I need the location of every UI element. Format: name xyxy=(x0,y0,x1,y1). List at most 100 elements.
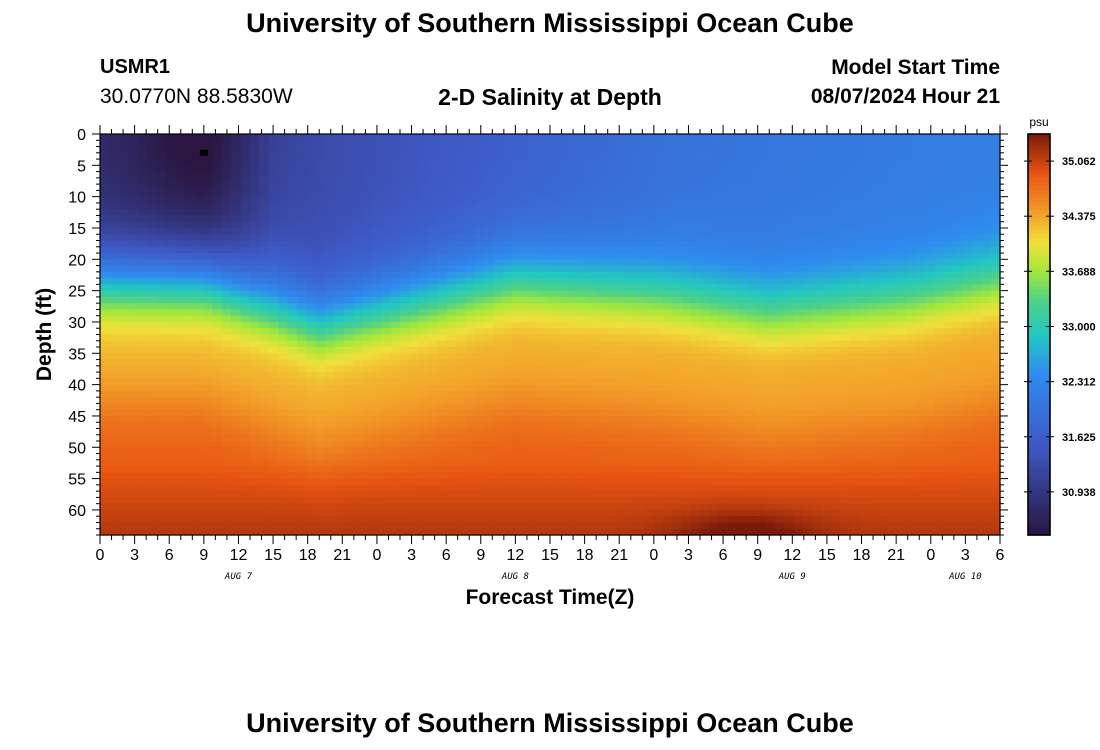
heatmap-cell xyxy=(465,240,476,248)
heatmap-cell xyxy=(700,484,710,492)
heatmap-cell xyxy=(521,415,532,423)
heatmap-cell xyxy=(737,296,748,304)
heatmap-cell xyxy=(287,221,298,229)
heatmap-cell xyxy=(559,415,570,423)
heatmap-cell xyxy=(165,484,176,492)
heatmap-cell xyxy=(503,522,514,530)
heatmap-cell xyxy=(812,259,823,267)
heatmap-cell xyxy=(287,453,298,461)
heatmap-cell xyxy=(278,240,289,248)
heatmap-cell xyxy=(165,428,176,436)
heatmap-cell xyxy=(793,441,804,448)
heatmap-cell xyxy=(671,190,682,198)
heatmap-cell xyxy=(503,271,514,279)
heatmap-cell xyxy=(175,403,185,411)
heatmap-cell xyxy=(175,441,185,448)
heatmap-cell xyxy=(118,315,129,323)
heatmap-cell xyxy=(737,459,748,467)
heatmap-cell xyxy=(446,434,457,442)
heatmap-cell xyxy=(728,359,739,367)
heatmap-cell xyxy=(456,321,467,329)
heatmap-cell xyxy=(100,365,110,373)
heatmap-cell xyxy=(803,309,814,317)
heatmap-cell xyxy=(531,528,542,536)
heatmap-cell xyxy=(165,221,176,229)
heatmap-cell xyxy=(240,390,251,398)
heatmap-cell xyxy=(381,453,392,461)
heatmap-cell xyxy=(812,522,823,530)
heatmap-cell xyxy=(118,328,129,336)
heatmap-cell xyxy=(690,234,701,242)
heatmap-cell xyxy=(100,466,110,473)
heatmap-cell xyxy=(259,484,270,492)
heatmap-cell xyxy=(296,372,307,379)
heatmap-cell xyxy=(578,265,589,273)
heatmap-cell xyxy=(503,227,514,235)
heatmap-cell xyxy=(550,397,560,405)
heatmap-cell xyxy=(568,509,579,517)
heatmap-cell xyxy=(362,265,373,273)
heatmap-cell xyxy=(568,221,579,229)
heatmap-cell xyxy=(184,509,195,517)
heatmap-cell xyxy=(353,516,364,524)
heatmap-cell xyxy=(343,146,354,154)
heatmap-cell xyxy=(456,227,467,235)
heatmap-cell xyxy=(550,472,560,480)
heatmap-cell xyxy=(559,234,570,242)
heatmap-cell xyxy=(362,234,373,242)
heatmap-cell xyxy=(334,146,345,154)
heatmap-cell xyxy=(700,378,710,386)
heatmap-cell xyxy=(212,227,223,235)
heatmap-cell xyxy=(137,284,148,292)
heatmap-cell xyxy=(746,365,757,373)
heatmap-cell xyxy=(156,378,167,386)
heatmap-cell xyxy=(812,503,823,511)
heatmap-cell xyxy=(212,441,223,448)
heatmap-cell xyxy=(709,209,720,217)
heatmap-cell xyxy=(756,359,767,367)
heatmap-cell xyxy=(625,278,635,285)
heatmap-cell xyxy=(821,509,832,517)
heatmap-cell xyxy=(325,359,335,367)
heatmap-cell xyxy=(193,146,204,154)
heatmap-cell xyxy=(278,296,289,304)
heatmap-cell xyxy=(568,240,579,248)
heatmap-cell xyxy=(550,503,560,511)
heatmap-cell xyxy=(475,209,485,217)
heatmap-cell xyxy=(137,409,148,417)
heatmap-cell xyxy=(587,278,598,285)
heatmap-cell xyxy=(362,397,373,405)
heatmap-cell xyxy=(606,397,617,405)
heatmap-cell xyxy=(681,184,692,191)
heatmap-cell xyxy=(475,397,485,405)
heatmap-cell xyxy=(418,134,429,141)
heatmap-cell xyxy=(156,253,167,260)
heatmap-cell xyxy=(381,221,392,229)
heatmap-cell xyxy=(100,528,110,536)
heatmap-cell xyxy=(728,365,739,373)
heatmap-cell xyxy=(353,415,364,423)
heatmap-cell xyxy=(390,152,401,160)
heatmap-cell xyxy=(503,403,514,411)
heatmap-cell xyxy=(475,177,485,185)
heatmap-cell xyxy=(784,478,795,486)
heatmap-cell xyxy=(784,491,795,499)
heatmap-cell xyxy=(578,202,589,210)
heatmap-cell xyxy=(512,140,523,148)
heatmap-cell xyxy=(700,441,710,448)
heatmap-cell xyxy=(465,184,476,191)
heatmap-cell xyxy=(128,390,139,398)
heatmap-cell xyxy=(568,202,579,210)
heatmap-cell xyxy=(456,503,467,511)
heatmap-cell xyxy=(212,209,223,217)
heatmap-cell xyxy=(118,334,129,342)
heatmap-cell xyxy=(250,372,260,379)
heatmap-cell xyxy=(634,415,645,423)
heatmap-cell xyxy=(418,171,429,179)
heatmap-cell xyxy=(521,503,532,511)
heatmap-cell xyxy=(231,415,242,423)
heatmap-cell xyxy=(268,165,279,173)
heatmap-cell xyxy=(146,234,157,242)
heatmap-cell xyxy=(353,459,364,467)
heatmap-cell xyxy=(203,372,214,379)
